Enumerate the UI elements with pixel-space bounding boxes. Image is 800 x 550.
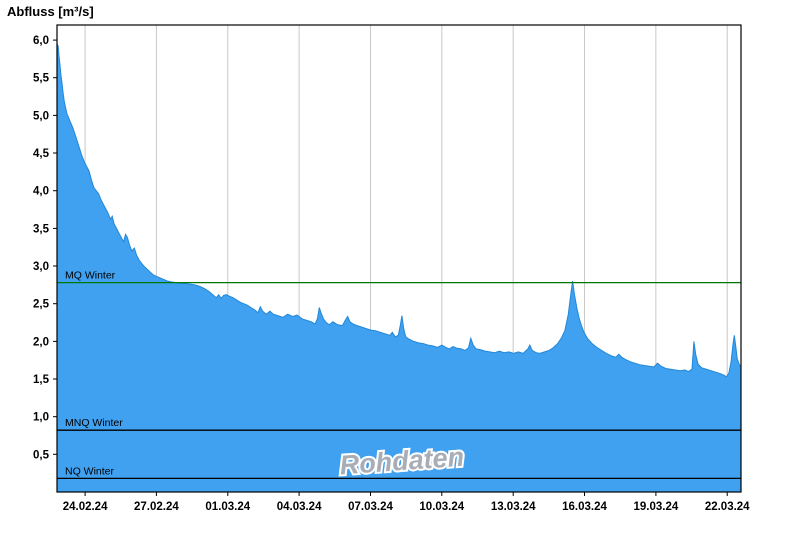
y-tick-label: 3,5 bbox=[33, 223, 50, 235]
discharge-area-series bbox=[57, 43, 741, 493]
y-axis-title: Abfluss [m³/s] bbox=[7, 4, 94, 19]
x-tick-label: 24.02.24 bbox=[63, 501, 108, 513]
y-tick-label: 1,5 bbox=[33, 374, 50, 386]
y-tick-label: 2,0 bbox=[33, 336, 49, 348]
x-tick-label: 07.03.24 bbox=[348, 501, 393, 513]
y-tick-label: 5,5 bbox=[33, 73, 50, 85]
y-tick-label: 0,5 bbox=[33, 449, 50, 461]
y-tick-label: 3,0 bbox=[33, 261, 49, 273]
ref-line-label-0: MQ Winter bbox=[65, 270, 116, 282]
x-tick-label: 04.03.24 bbox=[277, 501, 322, 513]
y-tick-label: 6,0 bbox=[33, 35, 49, 47]
y-tick-label: 2,5 bbox=[33, 299, 50, 311]
x-tick-label: 01.03.24 bbox=[205, 501, 250, 513]
plot-border bbox=[56, 24, 742, 493]
y-tick-label: 4,0 bbox=[33, 186, 49, 198]
x-tick-label: 19.03.24 bbox=[634, 501, 679, 513]
y-tick-label: 4,5 bbox=[33, 148, 50, 160]
x-tick-label: 27.02.24 bbox=[134, 501, 179, 513]
x-tick-label: 13.03.24 bbox=[491, 501, 536, 513]
y-tick-label: 1,0 bbox=[33, 412, 49, 424]
x-tick-label: 16.03.24 bbox=[562, 501, 607, 513]
x-tick-label: 22.03.24 bbox=[705, 501, 750, 513]
ref-line-label-1: MNQ Winter bbox=[65, 417, 123, 429]
y-tick-label: 5,0 bbox=[33, 110, 49, 122]
discharge-line bbox=[56, 43, 742, 378]
ref-line-label-2: NQ Winter bbox=[65, 465, 115, 477]
x-tick-label: 10.03.24 bbox=[419, 501, 464, 513]
